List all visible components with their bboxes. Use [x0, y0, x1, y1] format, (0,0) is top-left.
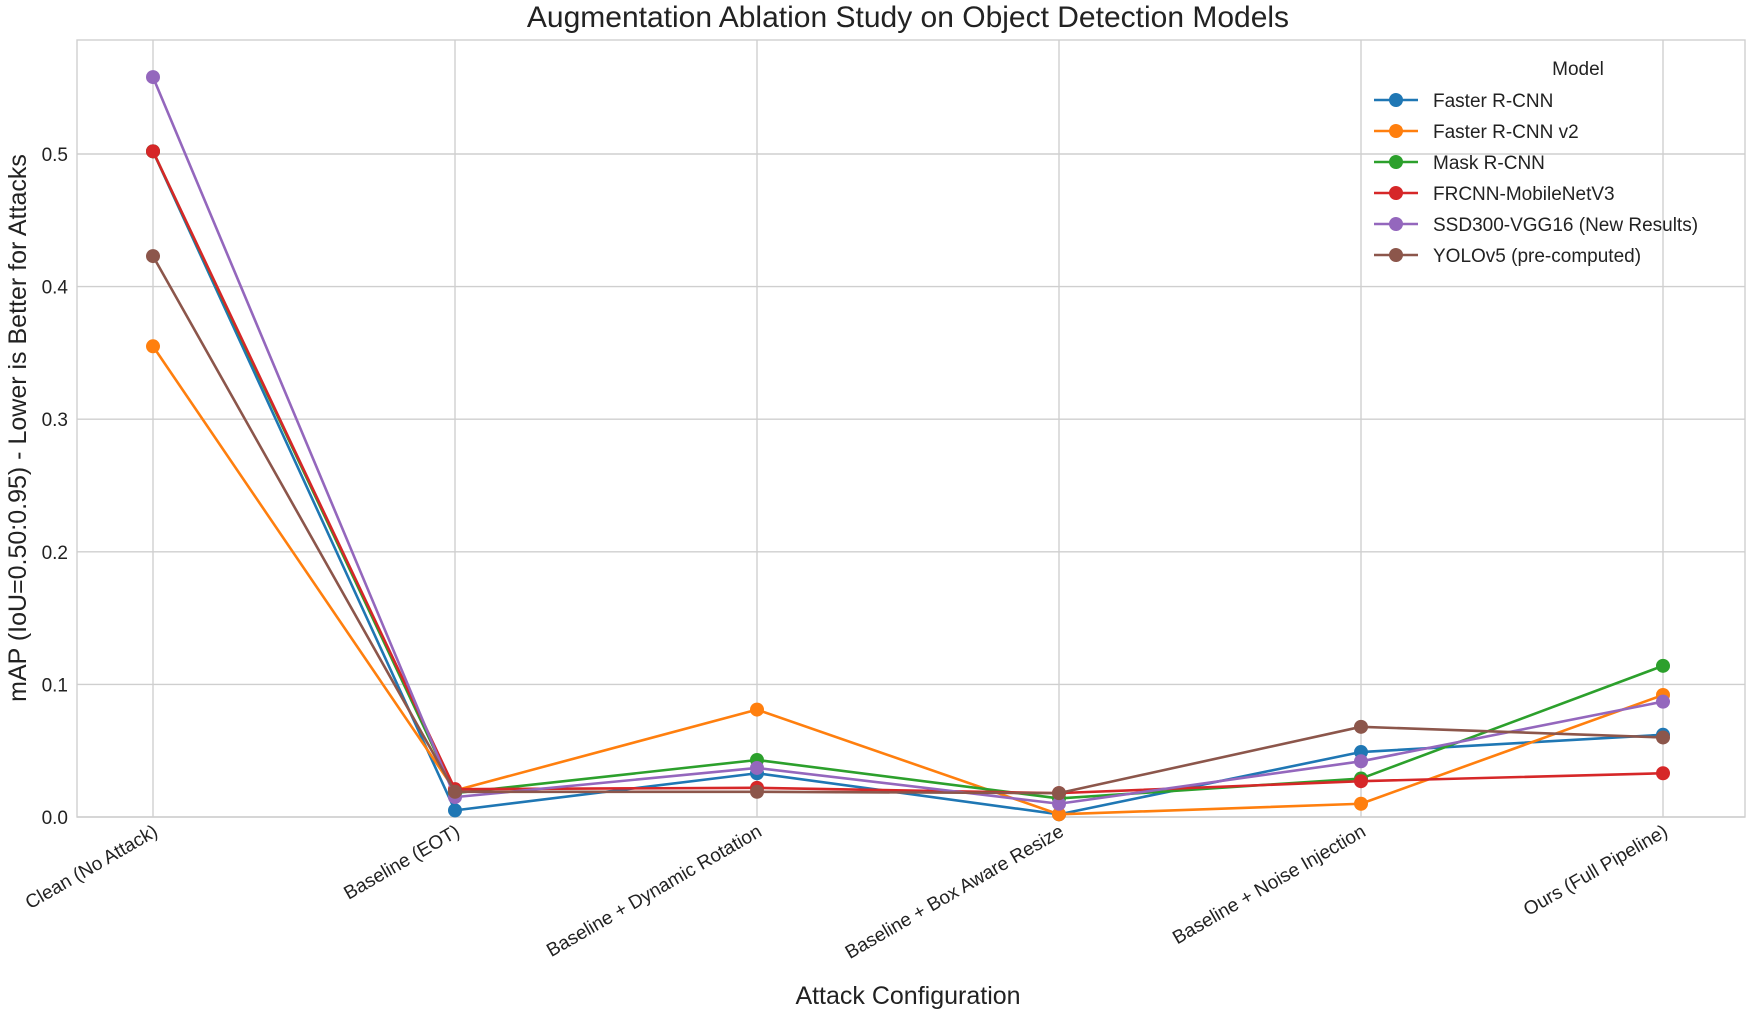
- series-line: [151, 345, 1664, 816]
- data-point: [1656, 730, 1670, 745]
- y-tick-label: 0.2: [42, 543, 68, 564]
- x-tick-label: Baseline + Box Aware Resize: [842, 821, 1068, 963]
- y-tick-label: 0.3: [42, 410, 68, 431]
- legend-label: Faster R-CNN: [1433, 91, 1553, 112]
- data-point: [750, 760, 764, 775]
- data-point: [1656, 694, 1670, 709]
- x-axis-label: Attack Configuration: [795, 982, 1020, 1010]
- data-point: [146, 339, 160, 354]
- x-tick-label: Baseline + Dynamic Rotation: [543, 821, 765, 961]
- data-point: [1656, 766, 1670, 781]
- y-tick-label: 0.4: [42, 278, 69, 299]
- series-group: [146, 70, 1670, 811]
- data-point: [750, 784, 764, 799]
- data-point: [1656, 658, 1670, 673]
- data-point: [1354, 774, 1368, 789]
- data-point: [1052, 786, 1066, 801]
- chart-title: Augmentation Ablation Study on Object De…: [527, 1, 1289, 34]
- x-tick-label: Ours (Full Pipeline): [1520, 821, 1671, 920]
- y-tick-labels: 0.0 0.1 0.2 0.3 0.4 0.5: [42, 145, 69, 829]
- plot-frame: [76, 39, 1746, 818]
- legend-marker: [1389, 124, 1403, 138]
- legend-label: SSD300-VGG16 (New Results): [1433, 215, 1698, 236]
- series-line: [151, 76, 1664, 806]
- legend-label: FRCNN-MobileNetV3: [1433, 184, 1615, 205]
- legend-marker: [1389, 93, 1403, 107]
- legend-title: Model: [1552, 59, 1604, 80]
- legend-label: Faster R-CNN v2: [1433, 122, 1579, 143]
- y-tick-label: 0.1: [42, 675, 68, 696]
- legend-marker: [1389, 186, 1403, 200]
- y-tick-label: 0.0: [42, 808, 68, 829]
- series-lines: [146, 70, 1670, 822]
- data-point: [1052, 807, 1066, 822]
- x-tick-label: Baseline (EOT): [341, 821, 464, 904]
- series-group: [146, 339, 1670, 822]
- legend-label: YOLOv5 (pre-computed): [1433, 246, 1641, 267]
- x-tick-label: Baseline + Noise Injection: [1169, 821, 1369, 949]
- data-point: [146, 144, 160, 159]
- data-point: [146, 249, 160, 264]
- data-point: [1052, 796, 1066, 811]
- legend-label: Mask R-CNN: [1433, 153, 1545, 174]
- data-point: [448, 784, 462, 799]
- x-tick-label: Clean (No Attack): [22, 821, 161, 914]
- series-line: [151, 150, 1664, 800]
- series-group: [146, 249, 1670, 801]
- data-point: [1354, 754, 1368, 769]
- series-group: [146, 144, 1670, 806]
- y-axis-label: mAP (IoU=0.50:0.95) - Lower is Better fo…: [4, 154, 32, 702]
- series-line: [151, 255, 1664, 795]
- x-tick-labels: Clean (No Attack) Baseline (EOT) Baseline …: [22, 821, 1671, 963]
- data-point: [750, 702, 764, 717]
- legend-marker: [1389, 217, 1403, 231]
- series-line: [151, 150, 1664, 795]
- y-tick-label: 0.5: [42, 145, 68, 166]
- legend-marker: [1389, 155, 1403, 169]
- grid: [77, 40, 1745, 818]
- legend-marker: [1389, 248, 1403, 262]
- data-point: [448, 803, 462, 818]
- legend: Model Faster R-CNN Faster R-CNN v2 Mask R-…: [1374, 59, 1698, 267]
- series-group: [146, 144, 1670, 801]
- data-point: [146, 70, 160, 85]
- data-point: [1354, 796, 1368, 811]
- data-point: [1354, 719, 1368, 734]
